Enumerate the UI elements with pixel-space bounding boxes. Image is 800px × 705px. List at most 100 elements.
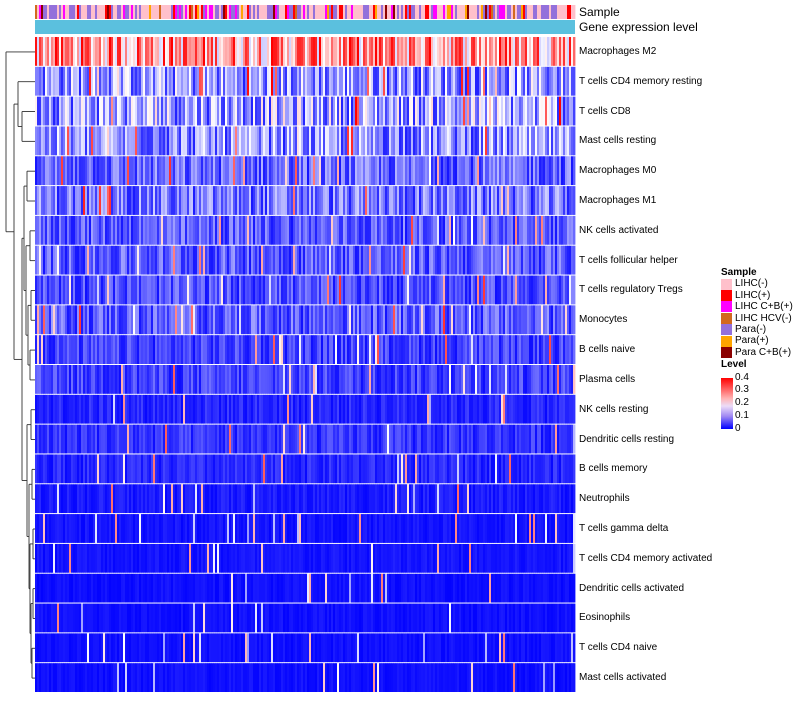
heatmap-cell <box>287 156 290 186</box>
heatmap-cell <box>131 96 134 126</box>
sample-cell <box>233 5 236 19</box>
heatmap-cell <box>415 275 418 305</box>
heatmap-cell <box>563 484 566 514</box>
heatmap-cell <box>483 37 486 66</box>
heatmap-cell <box>165 275 168 305</box>
heatmap-cell <box>223 186 226 215</box>
heatmap-cell <box>261 514 264 543</box>
heatmap-cell <box>85 305 88 335</box>
heatmap-cell <box>313 454 316 484</box>
heatmap-cell <box>227 66 230 96</box>
heatmap-cell <box>311 96 314 126</box>
sample-cell <box>345 5 348 19</box>
heatmap-cell <box>497 305 500 335</box>
heatmap-cell <box>359 365 362 394</box>
heatmap-cell <box>319 514 322 543</box>
heatmap-cell <box>267 365 270 394</box>
heatmap-cell <box>569 275 572 305</box>
heatmap-cell <box>379 514 382 543</box>
heatmap-cell <box>303 275 306 305</box>
heatmap-cell <box>195 66 198 96</box>
heatmap-cell <box>83 215 86 245</box>
heatmap-cell <box>367 186 370 215</box>
heatmap-cell <box>549 156 552 186</box>
heatmap-cell <box>417 394 420 424</box>
heatmap-cell <box>407 186 410 215</box>
sample-cell <box>513 5 516 19</box>
heatmap-cell <box>459 335 462 364</box>
heatmap-cell <box>363 126 366 156</box>
sample-cell <box>405 5 408 19</box>
heatmap-cell <box>547 215 550 245</box>
heatmap-cell <box>361 37 364 66</box>
heatmap-cell <box>321 186 324 215</box>
heatmap-cell <box>273 96 276 126</box>
heatmap-cell <box>543 126 546 156</box>
heatmap-cell <box>117 215 120 245</box>
heatmap-cell <box>311 66 314 96</box>
heatmap-cell <box>377 96 380 126</box>
heatmap-cell <box>325 215 328 245</box>
heatmap-cell <box>385 424 388 454</box>
heatmap-cell <box>457 365 460 394</box>
heatmap-cell <box>113 96 116 126</box>
heatmap-cell <box>75 335 78 364</box>
heatmap-cell <box>435 454 438 484</box>
heatmap-cell <box>479 454 482 484</box>
heatmap-cell <box>253 186 256 215</box>
heatmap-cell <box>147 305 150 335</box>
heatmap-cell <box>447 156 450 186</box>
heatmap-cell <box>105 514 108 543</box>
heatmap-cell <box>381 186 384 215</box>
heatmap-cell <box>99 305 102 335</box>
heatmap-cell <box>199 156 202 186</box>
heatmap-cell <box>251 96 254 126</box>
heatmap-cell <box>509 305 512 335</box>
heatmap-cell <box>295 156 298 186</box>
heatmap-cell <box>389 126 392 156</box>
heatmap-cell <box>159 454 162 484</box>
heatmap-cell <box>205 156 208 186</box>
heatmap-cell <box>431 305 434 335</box>
heatmap-cell <box>75 365 78 394</box>
heatmap-cell <box>89 215 92 245</box>
heatmap-cell <box>425 66 428 96</box>
heatmap-cell <box>439 365 442 394</box>
heatmap-cell <box>339 126 342 156</box>
heatmap-cell <box>519 514 522 543</box>
heatmap-cell <box>123 305 126 335</box>
heatmap-cell <box>471 514 474 543</box>
heatmap-cell <box>523 484 526 514</box>
heatmap-cell <box>489 126 492 156</box>
heatmap-cell <box>451 394 454 424</box>
heatmap-cell <box>503 66 506 96</box>
heatmap-cell <box>263 305 266 335</box>
heatmap-cell <box>119 156 122 186</box>
heatmap-cell <box>537 186 540 215</box>
heatmap-cell <box>367 484 370 514</box>
heatmap-cell <box>189 424 192 454</box>
heatmap-cell <box>435 186 438 215</box>
heatmap-cell <box>159 215 162 245</box>
heatmap-cell <box>505 186 508 215</box>
heatmap-cell <box>445 365 448 394</box>
heatmap-cell <box>519 454 522 484</box>
heatmap-cell <box>559 454 562 484</box>
heatmap-cell <box>411 454 414 484</box>
heatmap-cell <box>515 365 518 394</box>
heatmap-cell <box>449 37 452 66</box>
heatmap-cell <box>283 335 286 364</box>
sample-cell <box>297 5 300 19</box>
heatmap-cell <box>523 66 526 96</box>
heatmap-cell <box>361 96 364 126</box>
heatmap-cell <box>505 96 508 126</box>
heatmap-cell <box>35 186 38 215</box>
heatmap-cell <box>291 305 294 335</box>
sample-cell <box>39 5 42 19</box>
heatmap-cell <box>449 96 452 126</box>
heatmap-cell <box>299 186 302 215</box>
heatmap-cell <box>421 186 424 215</box>
heatmap-cell <box>141 66 144 96</box>
heatmap-cell <box>175 66 178 96</box>
heatmap-cell <box>485 424 488 454</box>
